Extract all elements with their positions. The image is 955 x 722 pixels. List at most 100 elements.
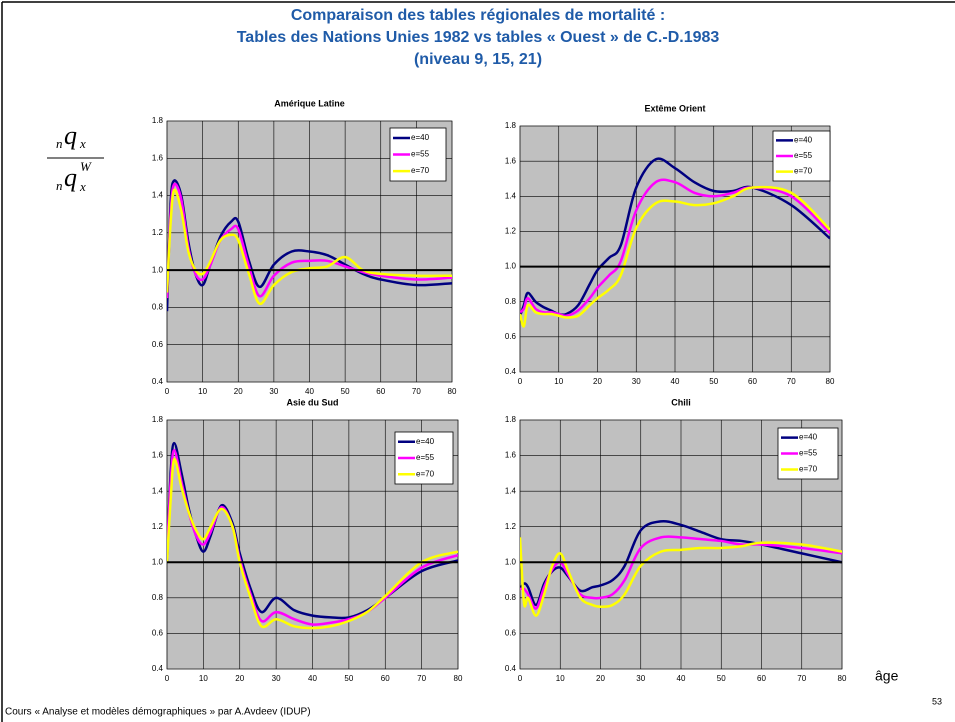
y-tick-label: 0.6 (505, 629, 517, 638)
x-tick-label: 40 (308, 674, 317, 683)
x-tick-label: 20 (596, 674, 605, 683)
formula-part: q (64, 163, 77, 192)
x-tick-label: 60 (381, 674, 390, 683)
y-tick-label: 0.8 (505, 593, 517, 602)
x-tick-label: 30 (636, 674, 645, 683)
x-tick-label: 70 (797, 674, 806, 683)
legend-label: e=40 (799, 433, 818, 442)
y-tick-label: 1.2 (152, 522, 164, 531)
chart: Chili 0.4 0.6 0.8 1.0 1.2 1.4 1.6 1.8 0 10 20 30 40 50… (505, 397, 847, 683)
y-tick-label: 1.4 (152, 486, 164, 495)
x-tick-label: 10 (199, 674, 208, 683)
y-tick-label: 1.4 (152, 191, 164, 200)
x-tick-label: 50 (341, 387, 350, 396)
x-tick-label: 30 (632, 377, 641, 386)
x-tick-label: 80 (454, 674, 463, 683)
x-tick-label: 10 (554, 377, 563, 386)
y-tick-label: 0.6 (505, 332, 517, 341)
y-tick-label: 1.6 (505, 156, 517, 165)
x-tick-label: 0 (165, 387, 170, 396)
y-tick-label: 0.4 (152, 377, 164, 386)
y-tick-label: 1.2 (505, 227, 517, 236)
legend-label: e=70 (799, 465, 818, 474)
x-tick-label: 50 (709, 377, 718, 386)
legend-label: e=55 (799, 449, 818, 458)
page-number: 53 (932, 696, 942, 706)
x-tick-label: 20 (593, 377, 602, 386)
x-tick-label: 10 (198, 387, 207, 396)
y-tick-label: 1.0 (505, 262, 517, 271)
formula-part: n (56, 136, 63, 151)
x-tick-label: 10 (556, 674, 565, 683)
y-tick-label: 1.8 (152, 415, 164, 424)
formula-part: q (64, 121, 77, 150)
x-tick-label: 0 (518, 674, 523, 683)
chart-title: Asie du Sud (286, 397, 338, 407)
x-tick-label: 40 (677, 674, 686, 683)
series-line (520, 185, 830, 328)
y-tick-label: 1.8 (505, 415, 517, 424)
y-tick-label: 1.0 (152, 557, 164, 566)
series-line (167, 188, 452, 305)
x-tick-label: 0 (518, 377, 523, 386)
series-line (520, 535, 842, 610)
slide-title: Comparaison des tables régionales de mor… (291, 7, 665, 24)
legend-label: e=55 (794, 151, 813, 160)
y-tick-label: 1.0 (152, 265, 164, 274)
x-tick-label: 20 (235, 674, 244, 683)
series-line (167, 182, 452, 299)
slide-title: Tables des Nations Unies 1982 vs tables … (237, 29, 720, 46)
x-tick-label: 80 (838, 674, 847, 683)
x-tick-label: 70 (417, 674, 426, 683)
y-tick-label: 0.4 (505, 664, 517, 673)
x-tick-label: 60 (376, 387, 385, 396)
x-tick-label: 80 (448, 387, 457, 396)
legend-label: e=70 (794, 167, 813, 176)
series-line (520, 157, 830, 317)
y-tick-label: 0.8 (152, 593, 164, 602)
chart: Extême Orient 0.4 0.6 0.8 1.0 1.2 1.4 1.6 1.8 0 10… (505, 103, 835, 386)
legend-label: e=55 (416, 453, 435, 462)
series-line (167, 441, 458, 620)
legend-label: e=70 (416, 469, 435, 478)
x-tick-label: 60 (748, 377, 757, 386)
y-tick-label: 1.2 (505, 522, 517, 531)
y-tick-label: 0.4 (152, 664, 164, 673)
y-tick-label: 0.6 (152, 340, 164, 349)
y-tick-label: 1.6 (152, 153, 164, 162)
chart-title: Amérique Latine (274, 98, 345, 108)
series-line (520, 537, 842, 617)
y-tick-label: 0.8 (152, 303, 164, 312)
series-line (520, 178, 830, 318)
formula-part: x (79, 179, 86, 194)
series-line (167, 457, 458, 630)
legend-label: e=40 (411, 133, 430, 142)
y-tick-label: 1.8 (152, 116, 164, 125)
legend-label: e=40 (794, 135, 813, 144)
y-tick-label: 1.6 (505, 451, 517, 460)
x-tick-label: 0 (165, 674, 170, 683)
chart: Asie du Sud 0.4 0.6 0.8 1.0 1.2 1.4 1.6 1.8 0 10 20… (152, 397, 463, 683)
x-tick-label: 40 (671, 377, 680, 386)
y-tick-label: 1.4 (505, 191, 517, 200)
y-tick-label: 0.8 (505, 297, 517, 306)
chart-title: Chili (671, 397, 691, 407)
x-tick-label: 50 (717, 674, 726, 683)
y-tick-label: 1.6 (152, 451, 164, 460)
formula: n q x n q x W (47, 121, 104, 194)
y-tick-label: 0.4 (505, 367, 517, 376)
formula-part: W (80, 159, 92, 174)
legend-label: e=55 (411, 150, 430, 159)
x-tick-label: 40 (305, 387, 314, 396)
legend-label: e=40 (416, 437, 435, 446)
y-tick-label: 1.8 (505, 121, 517, 130)
x-tick-label: 80 (826, 377, 835, 386)
legend-label: e=70 (411, 166, 430, 175)
x-tick-label: 70 (412, 387, 421, 396)
x-tick-label: 30 (272, 674, 281, 683)
chart-title: Extême Orient (644, 103, 705, 113)
axis-note: âge (875, 668, 899, 684)
footer: Cours « Analyse et modèles démographique… (5, 707, 311, 718)
x-tick-label: 60 (757, 674, 766, 683)
